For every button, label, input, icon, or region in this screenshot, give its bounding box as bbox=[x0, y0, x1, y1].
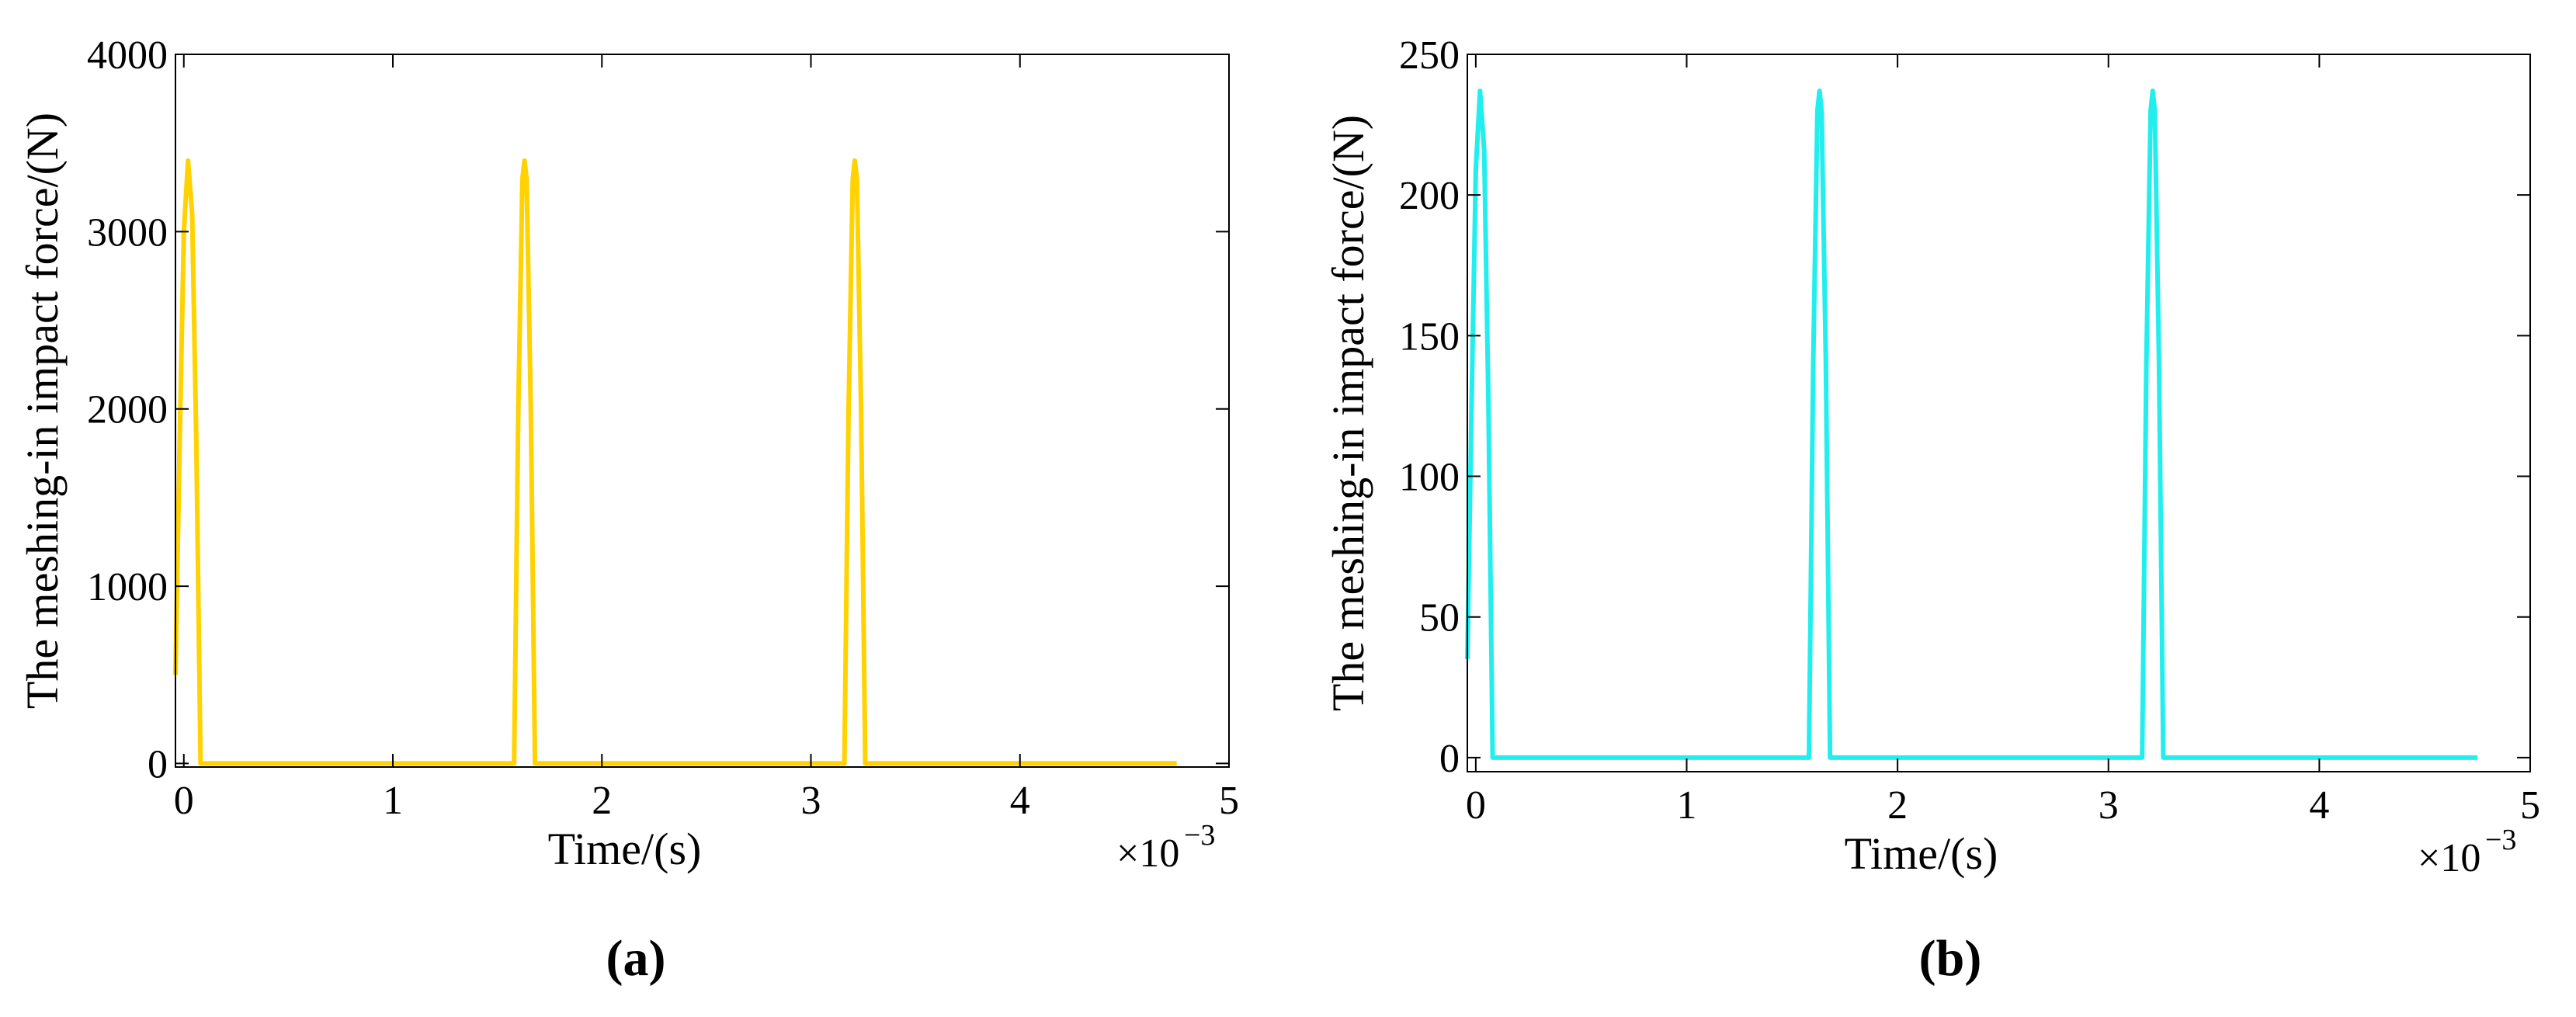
x-tick-label: 5 bbox=[1219, 779, 1239, 823]
panel-label: (a) bbox=[606, 930, 666, 987]
y-tick-label: 100 bbox=[1399, 456, 1460, 500]
y-tick-label: 0 bbox=[1439, 737, 1460, 781]
x-multiplier: ×10 bbox=[2418, 836, 2481, 880]
axes-frame bbox=[1467, 54, 2531, 772]
y-axis-label: The meshing-in impact force/(N) bbox=[1323, 115, 1373, 711]
x-tick-label: 2 bbox=[592, 779, 612, 823]
chart-panel: 0 1 2 3 4 5 0 1000 2000 3000 4000 Time/(s) ×10 −3 The … bbox=[17, 33, 1239, 987]
y-tick-label: 150 bbox=[1399, 314, 1460, 359]
y-tick-label: 50 bbox=[1419, 596, 1460, 640]
y-tick-label: 2000 bbox=[87, 388, 168, 432]
x-tick-label: 1 bbox=[1676, 783, 1696, 828]
x-exponent: −3 bbox=[2485, 824, 2516, 856]
y-tick-label: 250 bbox=[1399, 33, 1460, 78]
y-tick-label: 3000 bbox=[87, 210, 168, 255]
x-axis-label: Time/(s) bbox=[1845, 828, 1998, 879]
y-tick-label: 200 bbox=[1399, 174, 1460, 218]
x-tick-label: 0 bbox=[174, 779, 194, 823]
x-tick-label: 3 bbox=[801, 779, 821, 823]
data-line bbox=[173, 158, 1177, 766]
x-multiplier: ×10 bbox=[1116, 831, 1179, 876]
x-tick-label: 4 bbox=[2309, 783, 2329, 828]
y-tick-label: 1000 bbox=[87, 565, 168, 609]
y-tick-label: 0 bbox=[148, 742, 168, 786]
y-axis-label: The meshing-in impact force/(N) bbox=[17, 113, 68, 709]
x-tick-label: 4 bbox=[1010, 779, 1030, 823]
x-tick-label: 5 bbox=[2520, 783, 2540, 828]
x-tick-label: 2 bbox=[1887, 783, 1908, 828]
x-tick-label: 0 bbox=[1466, 783, 1486, 828]
x-tick-label: 1 bbox=[383, 779, 403, 823]
data-line bbox=[1465, 89, 2478, 760]
x-tick-label: 3 bbox=[2099, 783, 2119, 828]
panel-label: (b) bbox=[1919, 930, 1982, 987]
x-exponent: −3 bbox=[1184, 819, 1215, 852]
x-axis-label: Time/(s) bbox=[548, 824, 702, 874]
y-tick-label: 4000 bbox=[87, 33, 168, 78]
axes-frame bbox=[175, 54, 1230, 768]
